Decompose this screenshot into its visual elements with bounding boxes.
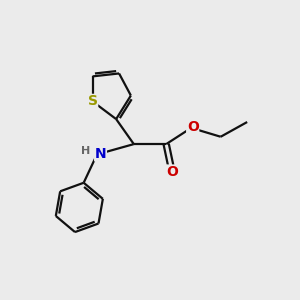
Text: N: N bbox=[95, 147, 106, 161]
Text: S: S bbox=[88, 94, 98, 108]
Text: O: O bbox=[166, 165, 178, 179]
Text: H: H bbox=[81, 146, 90, 157]
Text: O: O bbox=[187, 120, 199, 134]
